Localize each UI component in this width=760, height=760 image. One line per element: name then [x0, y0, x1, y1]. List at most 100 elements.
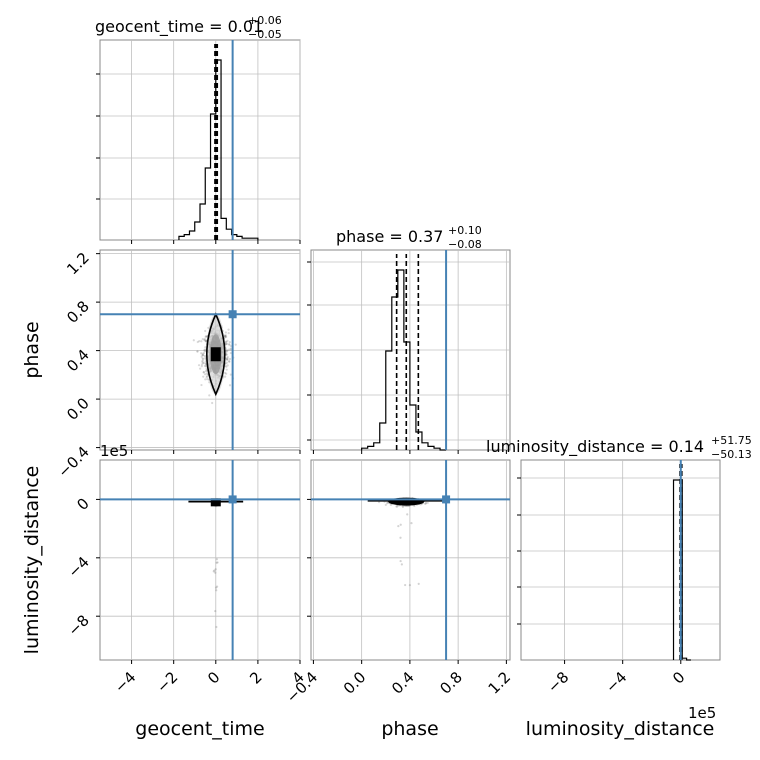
sample-point — [224, 375, 227, 378]
sample-point — [228, 357, 232, 361]
sample-point — [234, 343, 237, 346]
sample-point — [204, 329, 207, 333]
x-tick-label: 0.4 — [388, 668, 418, 698]
sample-point — [229, 351, 232, 355]
sample-point — [229, 373, 232, 376]
sample-point — [206, 375, 209, 378]
title-lum-minus: −50.13 — [711, 448, 752, 461]
sample-point — [196, 350, 199, 353]
sample-point — [202, 351, 205, 355]
title-phase-text: phase = 0.37 — [336, 227, 443, 246]
sample-point — [226, 358, 229, 361]
sample-point — [228, 360, 231, 363]
y-scale-note-lum: 1e5 — [100, 442, 128, 460]
sample-point — [224, 331, 227, 334]
sample-point — [207, 326, 210, 329]
sample-point — [225, 361, 228, 364]
sample-point — [203, 349, 206, 352]
sample-point — [204, 339, 208, 343]
sample-point — [215, 561, 218, 564]
x-tick-label: 0.8 — [436, 668, 466, 698]
sample-point — [389, 503, 392, 506]
sample-point — [214, 568, 217, 571]
title-lum-text: luminosity_distance = 0.14 — [486, 437, 704, 457]
sample-point — [204, 335, 208, 338]
sample-point — [227, 348, 230, 351]
density-contour — [205, 312, 226, 397]
sample-point — [205, 376, 208, 379]
sample-point — [201, 354, 204, 357]
sample-point — [224, 371, 227, 374]
sample-point — [201, 337, 204, 341]
sample-point — [202, 370, 205, 374]
sample-point — [399, 559, 402, 563]
sample-point — [386, 501, 389, 504]
sample-point — [216, 561, 219, 564]
sample-point — [223, 334, 226, 337]
sample-point — [224, 342, 228, 345]
truth-marker — [228, 495, 237, 504]
sample-point — [203, 348, 206, 351]
sample-point — [201, 353, 204, 357]
sample-point — [404, 583, 407, 587]
title-geocent-time-text: geocent_time = 0.01 — [95, 17, 263, 37]
sample-point — [212, 570, 215, 573]
sample-point — [417, 582, 420, 585]
sample-point — [399, 536, 402, 539]
sample-point — [200, 340, 203, 343]
sample-point — [408, 584, 412, 587]
truth-marker — [228, 310, 237, 319]
panel-frame — [310, 459, 511, 661]
sample-point — [201, 361, 205, 364]
sample-point — [205, 369, 208, 372]
title-phase: phase = 0.37 +0.10 −0.08 — [336, 224, 482, 251]
sample-point — [395, 505, 399, 508]
sample-point — [225, 342, 229, 345]
sample-point — [202, 357, 205, 361]
sample-point — [200, 355, 203, 358]
sample-point — [224, 334, 227, 338]
sample-point — [229, 348, 232, 351]
sample-point — [202, 371, 205, 374]
sample-point — [200, 352, 203, 355]
sample-point — [205, 372, 208, 375]
y-tick-label: −8 — [64, 611, 92, 639]
sample-point — [198, 339, 201, 343]
title-lum: luminosity_distance = 0.14 +51.75 −50.13 — [486, 434, 752, 461]
sample-point — [225, 335, 228, 339]
sample-point — [201, 352, 204, 355]
y-tick-label: 1.2 — [63, 249, 93, 279]
sample-point — [199, 367, 202, 370]
sample-point — [425, 501, 428, 504]
sample-point — [395, 505, 398, 508]
sample-point — [226, 357, 229, 360]
y-tick-label: −4 — [64, 553, 92, 581]
sample-point — [225, 353, 228, 356]
y-tick-label: 0.0 — [63, 394, 93, 424]
sample-point — [215, 589, 218, 592]
sample-point — [226, 355, 229, 359]
sample-point — [214, 571, 217, 574]
hist-phase — [361, 269, 447, 451]
sample-point — [226, 364, 229, 367]
y-axis-label-phase: phase — [21, 321, 43, 378]
title-geocent-time-minus: −0.05 — [248, 28, 282, 41]
x-scale-note-lum: 1e5 — [688, 704, 716, 722]
x-tick-label: 2 — [246, 668, 265, 687]
sample-point — [224, 335, 227, 339]
sample-point — [400, 563, 403, 566]
sample-point — [401, 505, 404, 508]
sample-point — [225, 368, 228, 371]
y-tick-label: 0.4 — [63, 346, 93, 376]
sample-point — [386, 502, 389, 505]
title-phase-plus: +0.10 — [448, 224, 482, 237]
sample-point — [200, 363, 204, 366]
sample-point — [224, 340, 228, 343]
sample-point — [201, 360, 204, 363]
panel-frame — [520, 459, 721, 661]
sample-point — [197, 364, 201, 367]
sample-point — [426, 501, 429, 505]
panel-frame — [99, 249, 301, 451]
sample-point — [226, 358, 229, 361]
